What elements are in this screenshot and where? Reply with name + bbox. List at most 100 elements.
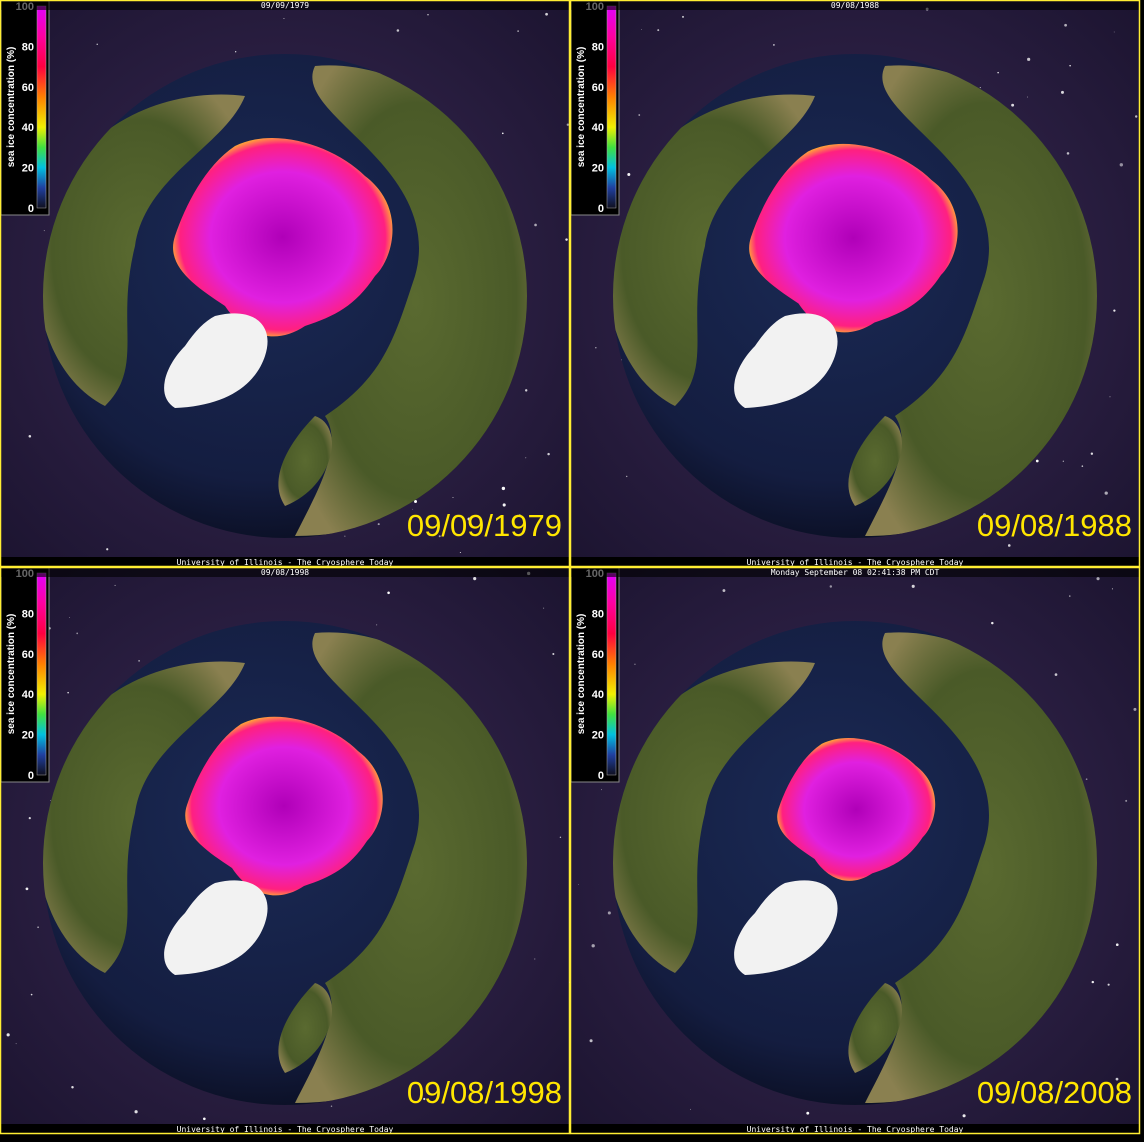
colorbar-tick: 80	[22, 608, 34, 620]
date-label: 09/08/1988	[977, 508, 1132, 543]
star	[829, 585, 833, 588]
star	[1113, 309, 1116, 312]
star	[1109, 396, 1111, 398]
colorbar-tick: 80	[592, 41, 604, 53]
star	[911, 584, 915, 588]
north-america	[43, 94, 245, 406]
star	[773, 44, 775, 46]
star	[1035, 459, 1039, 463]
star	[534, 223, 537, 227]
footer-bar	[570, 557, 1140, 567]
star	[106, 548, 109, 551]
star	[202, 1117, 206, 1121]
colorbar-tick: 60	[22, 649, 34, 661]
star	[28, 434, 32, 438]
date-label: 09/08/2008	[977, 1075, 1132, 1110]
star	[552, 652, 555, 656]
panel: sea ice concentration (%)10080604020009/…	[0, 0, 571, 568]
greenland	[164, 313, 268, 408]
colorbar	[36, 572, 47, 776]
star	[71, 1086, 74, 1089]
star	[37, 926, 40, 929]
star	[1064, 23, 1067, 27]
north-america	[613, 94, 815, 406]
star	[525, 457, 527, 459]
star	[1104, 491, 1108, 495]
star	[962, 1114, 966, 1118]
header-bar	[570, 0, 1140, 10]
footer: University of Illinois - The Cryosphere …	[747, 558, 964, 567]
star	[427, 14, 429, 16]
star	[722, 589, 726, 592]
colorbar-tick: 20	[592, 730, 604, 742]
panel-border	[569, 566, 1141, 1135]
star	[330, 1105, 333, 1107]
star	[1066, 152, 1070, 155]
star	[1115, 1077, 1119, 1081]
scandinavia	[848, 416, 902, 506]
star	[1111, 588, 1113, 590]
colorbar-tick: 60	[592, 82, 604, 94]
colorbar	[36, 5, 47, 209]
header-date: Monday September 08 02:41:38 PM CDT	[771, 568, 940, 577]
eurasia	[295, 632, 527, 1103]
colorbar-label: sea ice concentration (%)	[576, 47, 587, 168]
star	[376, 624, 378, 626]
colorbar-tick: 40	[22, 689, 34, 701]
colorbar-tick: 20	[592, 163, 604, 175]
colorbar	[606, 5, 617, 209]
footer: University of Illinois - The Cryosphere …	[747, 1125, 964, 1134]
star	[1090, 452, 1094, 455]
star	[519, 514, 521, 516]
star	[634, 663, 636, 665]
footer: University of Illinois - The Cryosphere …	[177, 558, 394, 567]
star	[452, 497, 454, 499]
star	[689, 1108, 691, 1110]
colorbar-label: sea ice concentration (%)	[6, 614, 17, 735]
header-bar	[570, 567, 1140, 577]
panel-border	[569, 0, 1141, 568]
star	[641, 29, 642, 30]
header-date: 09/08/1988	[831, 1, 879, 10]
footer-bar	[0, 1124, 570, 1134]
star	[638, 114, 641, 116]
star	[1107, 983, 1110, 986]
land	[613, 65, 1097, 536]
panel: sea ice concentration (%)100806040200Mon…	[569, 566, 1141, 1135]
star	[283, 18, 285, 20]
land	[613, 632, 1097, 1103]
greenland	[734, 313, 838, 408]
star	[467, 517, 471, 521]
star	[601, 789, 603, 791]
star	[387, 591, 390, 595]
star	[1096, 577, 1100, 581]
star	[28, 817, 31, 820]
star	[423, 1097, 426, 1101]
sea-ice	[173, 137, 393, 337]
header-bar	[0, 0, 570, 10]
star	[25, 887, 29, 891]
scandinavia	[848, 983, 902, 1073]
star	[43, 230, 45, 232]
footer-bar	[0, 557, 570, 567]
eurasia	[295, 65, 527, 536]
colorbar-tick: 20	[22, 730, 34, 742]
star	[991, 621, 994, 625]
colorbar-tick: 20	[22, 163, 34, 175]
star	[502, 503, 506, 507]
star	[50, 800, 52, 802]
star	[559, 836, 562, 838]
star	[438, 535, 441, 538]
colorbar-label: sea ice concentration (%)	[6, 47, 17, 168]
star	[1091, 980, 1095, 984]
star	[473, 577, 477, 581]
star	[138, 660, 140, 662]
star	[67, 691, 69, 694]
star	[1119, 163, 1124, 167]
star	[682, 15, 684, 18]
land	[43, 65, 527, 536]
colorbar-tick: 60	[22, 82, 34, 94]
star	[1113, 31, 1115, 33]
panel-border	[0, 0, 571, 568]
